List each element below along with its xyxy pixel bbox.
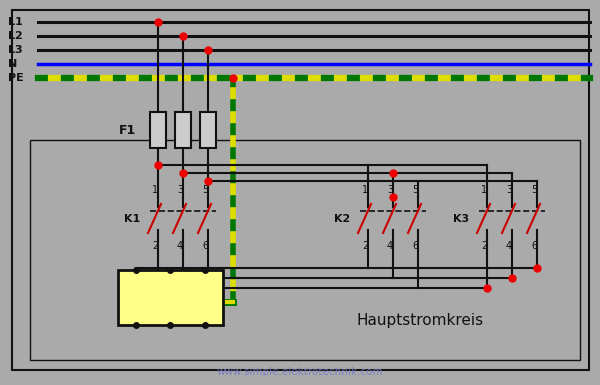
Text: 1: 1	[481, 185, 487, 195]
Bar	[118, 270, 223, 325]
Text: Hauptstromkreis: Hauptstromkreis	[356, 313, 484, 328]
Text: 4: 4	[387, 241, 393, 251]
Bar	[200, 112, 216, 148]
Text: 5: 5	[412, 185, 418, 195]
Text: 2: 2	[362, 241, 368, 251]
Text: V1: V1	[164, 279, 176, 289]
Text: W1: W1	[197, 279, 213, 289]
Text: L2: L2	[8, 31, 23, 41]
Text: 1: 1	[362, 185, 368, 195]
Text: W2: W2	[128, 300, 144, 310]
Text: 3: 3	[387, 185, 393, 195]
Text: K2: K2	[334, 214, 350, 224]
Text: N: N	[8, 59, 17, 69]
Text: 1: 1	[152, 185, 158, 195]
Text: U1: U1	[130, 279, 143, 289]
Bar	[150, 112, 166, 148]
Text: L3: L3	[8, 45, 23, 55]
Text: PE: PE	[8, 73, 24, 83]
Text: K1: K1	[124, 214, 140, 224]
Text: U2: U2	[163, 300, 176, 310]
Text: 3: 3	[177, 185, 183, 195]
Text: www.simple.elektrotechnik.com: www.simple.elektrotechnik.com	[217, 367, 383, 377]
Text: 5: 5	[531, 185, 537, 195]
Text: 2: 2	[152, 241, 158, 251]
Bar	[175, 112, 191, 148]
Bar	[30, 140, 580, 360]
Text: 6: 6	[412, 241, 418, 251]
Text: 6: 6	[531, 241, 537, 251]
Text: 6: 6	[202, 241, 208, 251]
Text: L1: L1	[8, 17, 23, 27]
Text: V2: V2	[199, 300, 211, 310]
Text: 2: 2	[481, 241, 487, 251]
Text: 4: 4	[506, 241, 512, 251]
Text: F1: F1	[119, 124, 137, 137]
Text: 4: 4	[177, 241, 183, 251]
Text: 3: 3	[506, 185, 512, 195]
Text: K3: K3	[453, 214, 469, 224]
Text: 5: 5	[202, 185, 208, 195]
